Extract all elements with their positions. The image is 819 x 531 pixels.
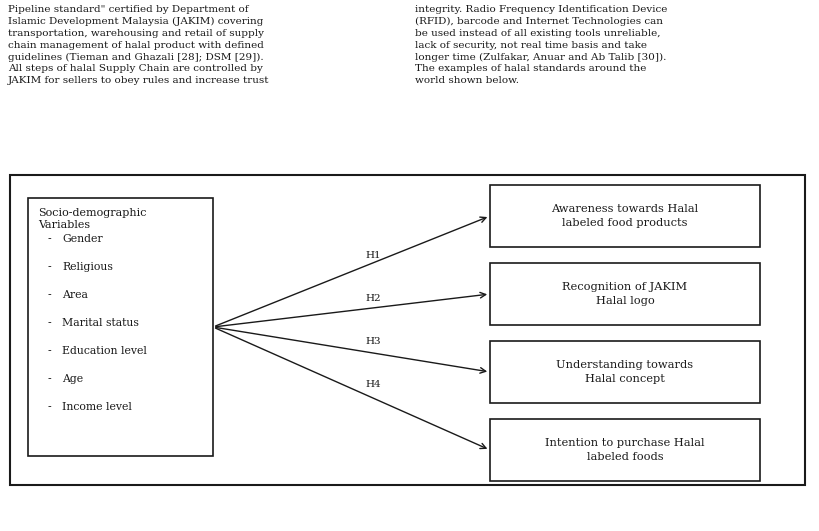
Text: -: -	[48, 374, 52, 384]
Bar	[490, 341, 759, 403]
Text: Recognition of JAKIM
Halal logo: Recognition of JAKIM Halal logo	[562, 282, 686, 306]
Text: Understanding towards
Halal concept: Understanding towards Halal concept	[556, 361, 693, 383]
Text: Marital status: Marital status	[62, 318, 138, 328]
Text: -: -	[48, 290, 52, 300]
Bar	[490, 185, 759, 247]
Text: -: -	[48, 318, 52, 328]
Text: Intention to purchase Halal
labeled foods: Intention to purchase Halal labeled food…	[545, 439, 704, 461]
Text: integrity. Radio Frequency Identification Device
(RFID), barcode and Internet Te: integrity. Radio Frequency Identificatio…	[414, 5, 667, 85]
Text: H2: H2	[365, 294, 381, 303]
Bar	[490, 263, 759, 325]
Bar	[490, 419, 759, 481]
Text: -: -	[48, 346, 52, 356]
Text: -: -	[48, 262, 52, 272]
Text: H1: H1	[365, 251, 381, 260]
Text: Awareness towards Halal
labeled food products: Awareness towards Halal labeled food pro…	[550, 204, 698, 228]
Text: -: -	[48, 234, 52, 244]
Text: Age: Age	[62, 374, 83, 384]
Text: Education level: Education level	[62, 346, 147, 356]
Bar	[10, 175, 804, 485]
Text: Area: Area	[62, 290, 88, 300]
Text: Pipeline standard" certified by Department of
Islamic Development Malaysia (JAKI: Pipeline standard" certified by Departme…	[8, 5, 269, 85]
Text: Income level: Income level	[62, 402, 132, 412]
Text: Religious: Religious	[62, 262, 113, 272]
Bar	[28, 198, 213, 456]
Text: Socio-demographic
Variables: Socio-demographic Variables	[38, 208, 147, 230]
Text: H3: H3	[365, 337, 381, 346]
Text: Gender: Gender	[62, 234, 102, 244]
Text: H4: H4	[365, 380, 381, 389]
Text: -: -	[48, 402, 52, 412]
